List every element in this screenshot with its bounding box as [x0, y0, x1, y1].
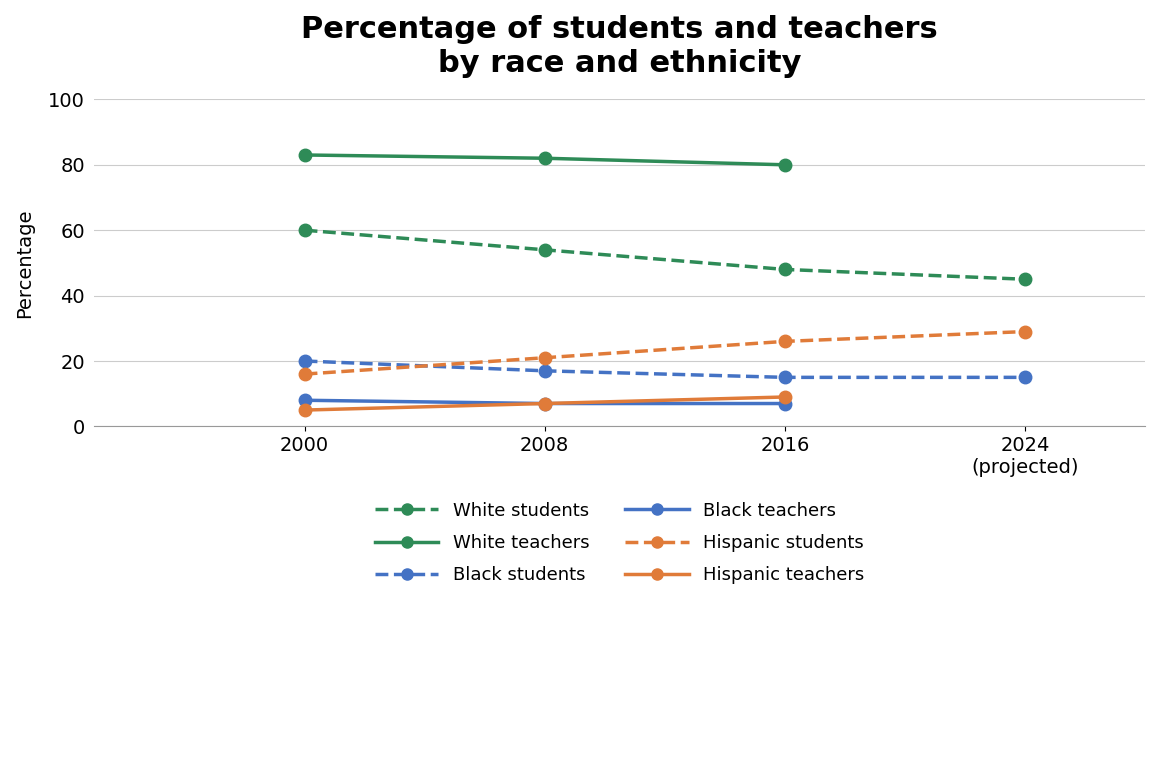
- Legend: White students, White teachers, Black students, Black teachers, Hispanic student: White students, White teachers, Black st…: [368, 494, 871, 591]
- Title: Percentage of students and teachers
by race and ethnicity: Percentage of students and teachers by r…: [302, 15, 938, 78]
- Y-axis label: Percentage: Percentage: [15, 208, 34, 318]
